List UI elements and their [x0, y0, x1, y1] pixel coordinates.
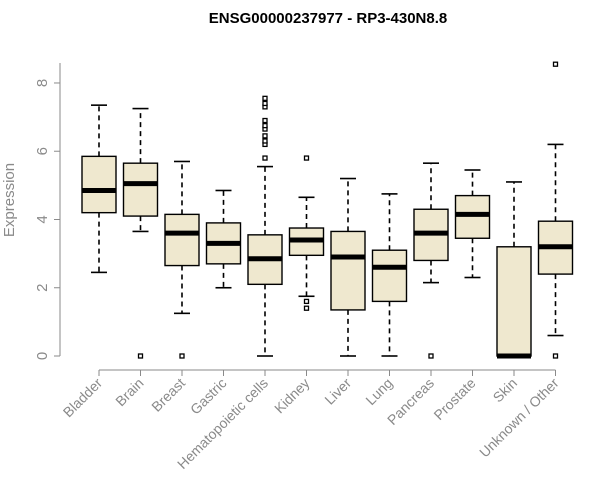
outlier-point — [262, 138, 268, 144]
outlier-point — [262, 133, 268, 139]
plot-area — [81, 61, 574, 359]
box-iqr — [81, 155, 117, 214]
box-group — [371, 193, 408, 357]
x-tick-label: Skin — [490, 375, 521, 406]
box-group — [413, 162, 449, 359]
y-tick-label: 8 — [34, 79, 51, 87]
outlier-point — [303, 298, 310, 305]
x-tick-label: Prostate — [430, 375, 478, 423]
box-group — [496, 181, 532, 359]
box-group — [122, 107, 159, 359]
y-tick-label: 2 — [34, 284, 51, 292]
box-iqr — [122, 162, 159, 217]
outlier-point — [137, 353, 144, 359]
y-tick-label: 4 — [34, 215, 51, 223]
outlier-point — [552, 353, 559, 359]
outlier-point — [262, 117, 268, 124]
x-tick-label: Brain — [112, 375, 146, 409]
y-axis-ticks: 0 2 4 6 8 — [34, 79, 60, 360]
y-tick-label: 0 — [34, 352, 51, 360]
outlier-point — [262, 95, 268, 101]
x-tick-label: Lung — [362, 375, 395, 408]
x-tick-label: Kidney — [271, 375, 313, 417]
box-group — [454, 169, 491, 279]
y-tick-label: 6 — [34, 147, 51, 155]
outlier-point — [262, 155, 268, 161]
box-group — [164, 160, 200, 359]
box-group — [288, 155, 325, 311]
box-iqr — [454, 194, 491, 239]
x-tick-label: Unknown / Other — [476, 375, 562, 461]
outlier-point — [303, 305, 310, 311]
box-iqr — [371, 249, 408, 303]
outlier-point — [552, 61, 559, 67]
box-group — [537, 61, 574, 359]
y-axis-label: Expression — [1, 163, 18, 237]
x-tick-label: Liver — [321, 375, 354, 408]
outlier-point — [262, 122, 268, 129]
outlier-point — [303, 155, 310, 161]
box-iqr — [330, 230, 366, 311]
box-group — [205, 189, 242, 289]
chart-title: ENSG00000237977 - RP3-430N8.8 — [209, 10, 448, 27]
outlier-point — [179, 353, 185, 359]
x-tick-label: Bladder — [60, 375, 106, 421]
outlier-point — [262, 100, 268, 107]
box-iqr — [496, 246, 532, 357]
x-tick-label: Breast — [148, 375, 188, 415]
box-iqr — [164, 213, 200, 267]
box-group — [247, 95, 283, 357]
box-group — [330, 177, 366, 357]
outlier-point — [428, 353, 434, 359]
box-group — [81, 104, 117, 274]
